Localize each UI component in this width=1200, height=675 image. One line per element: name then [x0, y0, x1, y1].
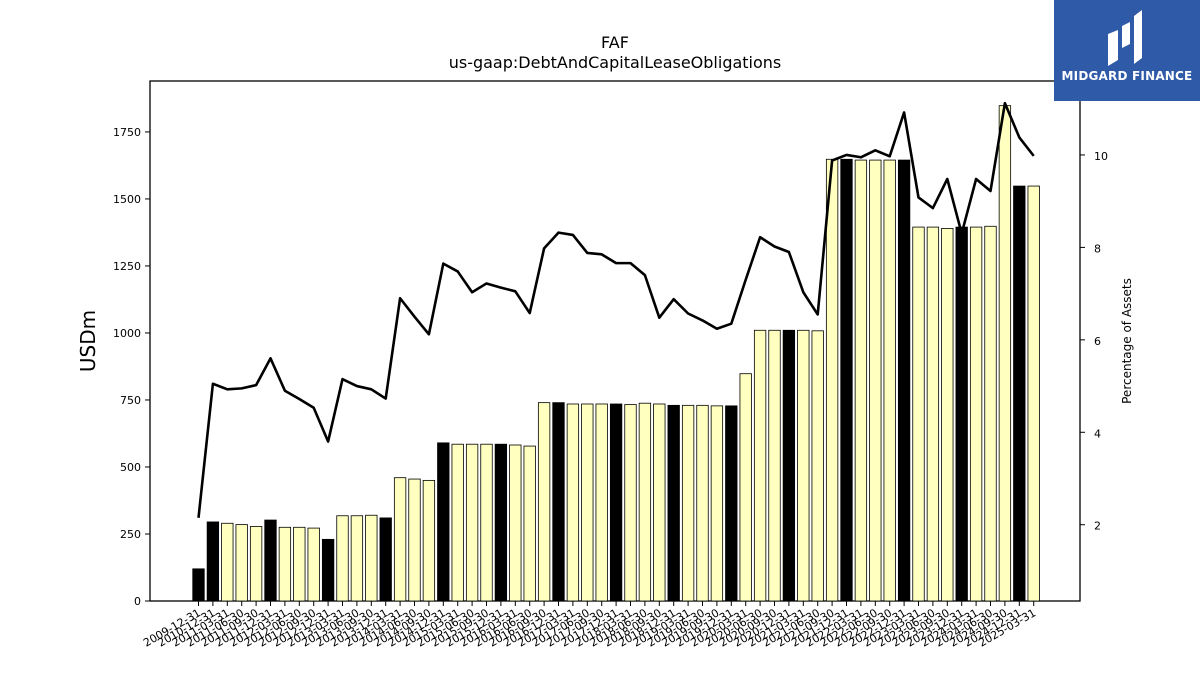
line-series: [197, 101, 1035, 518]
bar: [681, 404, 695, 602]
bar: [753, 329, 767, 602]
chart-subtitle: us-gaap:DebtAndCapitalLeaseObligations: [449, 53, 782, 72]
bar: [825, 158, 839, 602]
bar: [293, 526, 306, 602]
bar: [969, 226, 983, 602]
bar: [768, 329, 781, 602]
y-tick-label: 250: [120, 528, 141, 541]
bar: [552, 402, 565, 602]
bar: [609, 403, 623, 602]
bar: [739, 373, 752, 602]
bar: [566, 403, 580, 602]
y2-tick-label: 6: [1094, 335, 1101, 348]
bar: [537, 402, 551, 602]
bar: [264, 519, 277, 602]
bar: [523, 445, 536, 602]
bar: [912, 226, 925, 602]
bar: [379, 517, 392, 602]
chart-title: FAF: [601, 33, 629, 52]
bar: [408, 478, 421, 602]
bar: [638, 402, 652, 602]
y2-tick-label: 4: [1094, 427, 1101, 440]
y2-axis-label: Percentage of Assets: [1120, 278, 1134, 404]
bar: [437, 442, 450, 602]
bar: [350, 515, 364, 602]
bar-series: [192, 105, 1040, 602]
bar: [307, 527, 320, 602]
bar: [480, 443, 493, 602]
bar: [840, 158, 853, 602]
bar: [1027, 185, 1040, 602]
bar: [595, 403, 608, 602]
bar: [206, 521, 220, 602]
bar: [624, 404, 637, 602]
bar: [494, 443, 508, 602]
bar: [465, 443, 479, 602]
y-tick-label: 500: [120, 461, 141, 474]
y2-tick-label: 10: [1094, 150, 1108, 163]
bar: [854, 159, 868, 602]
x-axis: 2009-12-312010-12-312011-03-312011-06-30…: [141, 601, 1038, 650]
bar: [696, 404, 709, 602]
bar: [221, 522, 234, 602]
right-axis: 2 4 6 8 10: [1080, 150, 1108, 533]
brand-logo: MIDGARD FINANCE: [1054, 0, 1200, 101]
bar: [393, 477, 407, 602]
bar: [797, 329, 810, 602]
bar: [883, 159, 896, 602]
bar: [249, 526, 263, 602]
bar: [926, 226, 940, 602]
y2-tick-label: 8: [1094, 242, 1101, 255]
bar: [998, 105, 1012, 602]
bar: [451, 443, 464, 602]
bar: [955, 226, 968, 602]
bar: [1013, 185, 1026, 602]
left-axis: 0 250 500 750 1000 1250 1500 1750: [113, 126, 150, 608]
bar: [725, 405, 738, 602]
bar: [509, 444, 522, 602]
bar: [235, 524, 248, 602]
logo-text: MIDGARD FINANCE: [1061, 69, 1193, 83]
bar: [897, 159, 911, 602]
bar: [321, 538, 335, 602]
bar: [710, 405, 724, 602]
bar: [581, 403, 594, 602]
bar: [782, 329, 796, 602]
y-tick-label: 1250: [113, 260, 141, 273]
bar: [653, 403, 666, 602]
bar: [984, 225, 997, 602]
bar: [192, 568, 205, 602]
logo-mark-icon: [1108, 10, 1142, 66]
y-tick-label: 1750: [113, 126, 141, 139]
bar: [422, 479, 436, 602]
bar: [336, 515, 349, 602]
y-tick-label: 1000: [113, 327, 141, 340]
percentage-line: [197, 101, 1035, 518]
bar: [811, 330, 824, 602]
bar: [667, 404, 680, 602]
y-tick-label: 750: [120, 394, 141, 407]
bar: [278, 526, 292, 602]
y2-tick-label: 2: [1094, 520, 1101, 533]
bar: [941, 228, 954, 602]
y-tick-label: 0: [134, 595, 141, 608]
bar: [365, 514, 378, 602]
y-tick-label: 1500: [113, 193, 141, 206]
bar: [869, 159, 882, 602]
y-axis-label: USDm: [76, 310, 100, 372]
